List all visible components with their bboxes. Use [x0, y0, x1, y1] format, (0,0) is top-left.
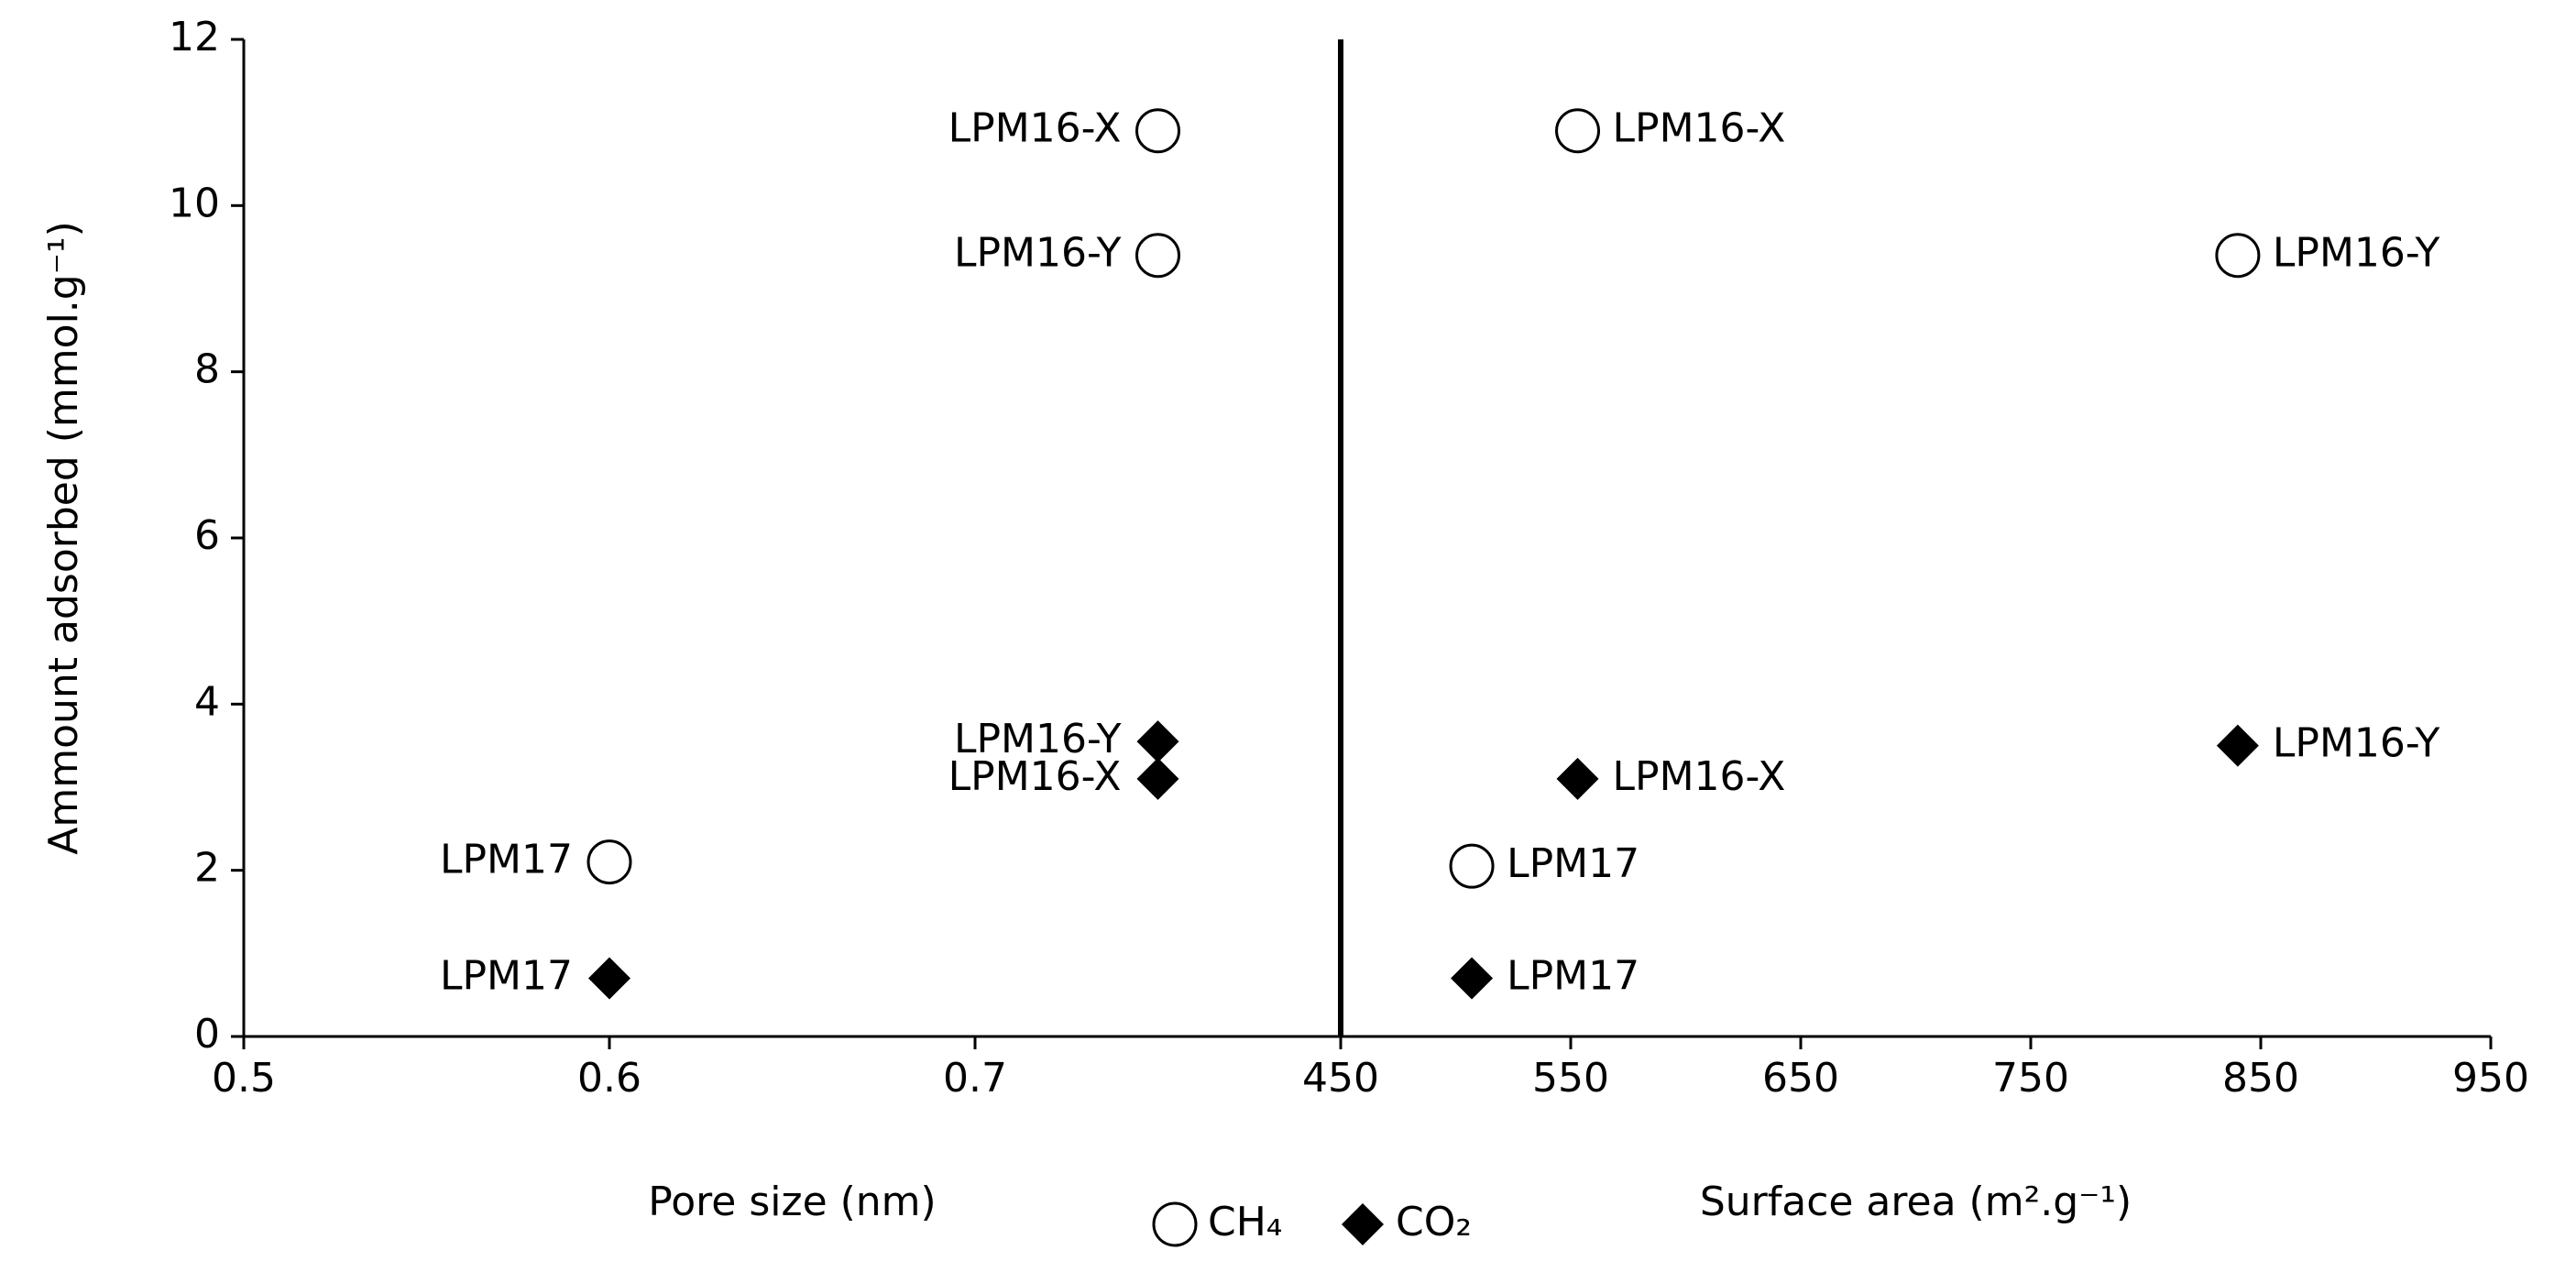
point-label: LPM16-X — [1613, 753, 1786, 800]
point — [1556, 757, 1599, 800]
x-tick-label: 450 — [1302, 1055, 1379, 1102]
y-tick-label: 2 — [194, 845, 220, 892]
point — [1449, 843, 1495, 889]
legend-label: CO₂ — [1396, 1199, 1472, 1245]
point-label: LPM16-Y — [954, 230, 1122, 277]
point — [2216, 724, 2259, 767]
point-label: LPM16-Y — [2273, 230, 2440, 277]
y-tick-label: 12 — [169, 14, 220, 60]
y-tick-label: 0 — [194, 1011, 220, 1058]
x-tick-label: 0.6 — [577, 1055, 641, 1102]
point-label: LPM16-X — [948, 105, 1122, 152]
y-axis-label: Ammount adsorbed (mmol.g⁻¹) — [40, 221, 87, 854]
point — [586, 839, 632, 885]
point — [1136, 720, 1179, 763]
x-tick-label: 0.7 — [943, 1055, 1007, 1102]
legend-marker — [1152, 1201, 1198, 1247]
point — [1451, 957, 1494, 1000]
point — [588, 957, 630, 1000]
x-tick-label: 950 — [2452, 1055, 2529, 1102]
point — [1555, 108, 1601, 154]
point-label: LPM17 — [1507, 953, 1639, 1000]
point-label: LPM16-Y — [2273, 720, 2440, 767]
y-tick-label: 8 — [194, 346, 220, 393]
x-axis-label: Pore size (nm) — [648, 1179, 936, 1225]
point — [1135, 108, 1180, 154]
x-tick-label: 750 — [1992, 1055, 2069, 1102]
x-axis-label: Surface area (m².g⁻¹) — [1700, 1179, 2132, 1225]
legend-label: CH₄ — [1208, 1199, 1282, 1245]
legend-marker — [1342, 1203, 1384, 1245]
y-tick-label: 6 — [194, 512, 220, 559]
point-label: LPM16-Y — [954, 716, 1122, 762]
x-tick-label: 650 — [1762, 1055, 1839, 1102]
point-label: LPM17 — [1507, 840, 1639, 887]
x-tick-label: 550 — [1532, 1055, 1609, 1102]
point-label: LPM16-X — [948, 753, 1122, 800]
x-tick-label: 850 — [2222, 1055, 2299, 1102]
point-label: LPM17 — [440, 953, 573, 1000]
x-tick-label: 0.5 — [212, 1055, 276, 1102]
point — [1136, 757, 1179, 800]
point-label: LPM17 — [440, 837, 573, 883]
point-label: LPM16-X — [1613, 105, 1786, 152]
y-tick-label: 10 — [169, 180, 220, 226]
point — [2215, 233, 2261, 279]
point — [1135, 233, 1180, 279]
y-tick-label: 4 — [194, 678, 220, 725]
